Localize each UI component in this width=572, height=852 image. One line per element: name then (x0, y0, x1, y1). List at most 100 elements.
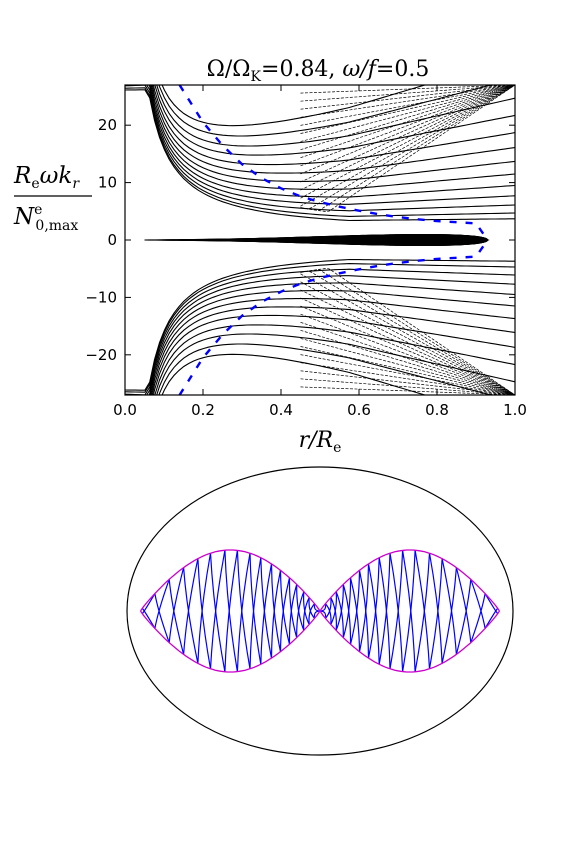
ray-segment (414, 553, 431, 672)
contour-line (300, 268, 515, 395)
ray-segment (349, 570, 361, 645)
contour-line (300, 270, 515, 395)
y-axis-label: Reωkr Ne 0,max (13, 163, 92, 234)
ray-segment (470, 593, 486, 643)
ray-segment (308, 597, 316, 619)
contour-line (300, 85, 515, 118)
contour-line (158, 343, 494, 395)
x-tick-label: 0.8 (425, 401, 449, 419)
contour-line (125, 268, 515, 395)
ray-segment (335, 584, 344, 631)
contour-line (300, 269, 515, 395)
contour-line (300, 362, 515, 395)
ray-segment (296, 591, 305, 638)
contour-line (300, 85, 515, 94)
contour-line (300, 281, 515, 395)
ray-segment (197, 558, 212, 669)
y-axis-ticks: −20 −10 0 10 20 (85, 116, 515, 364)
ray-segment (484, 607, 499, 629)
contour-line (125, 263, 515, 393)
contour-line (125, 258, 515, 391)
cavity-boundary-upper (139, 549, 501, 613)
ray-segment (402, 550, 416, 672)
contour-line (300, 354, 515, 395)
ray-segment (183, 558, 199, 655)
contour-line (148, 282, 515, 395)
contour-line (146, 85, 515, 205)
contour-line (300, 85, 515, 126)
ray-segment (330, 597, 337, 631)
x-tick-label: 0.6 (347, 401, 371, 419)
contour-line (300, 85, 515, 207)
ray-segment (319, 610, 327, 619)
contour-line (300, 85, 515, 110)
ray-segment (335, 591, 344, 638)
contour-line (151, 306, 515, 395)
ray-segment (279, 570, 291, 645)
dashed-series-line (178, 85, 489, 241)
ray-segment (303, 597, 310, 631)
contour-line (300, 378, 515, 395)
ray-segment (224, 550, 238, 672)
ray-segment (288, 584, 298, 645)
ray-segment (236, 553, 251, 672)
x-tick-label: 0.0 (113, 401, 137, 419)
contour-line (148, 85, 515, 198)
contour-line (150, 298, 515, 395)
ray-segment (209, 553, 226, 672)
contour-line (300, 386, 515, 395)
contour-line (300, 297, 515, 395)
ray-segment (441, 567, 457, 664)
contour-line (300, 85, 515, 151)
ray-segment (378, 557, 391, 669)
ray-segment (441, 558, 457, 655)
contour-line (300, 85, 515, 191)
ray-segment (358, 570, 370, 659)
x-tick-label: 1.0 (503, 401, 527, 419)
contour-line (300, 329, 515, 395)
ray-segment (324, 603, 332, 625)
contour-line (152, 85, 515, 166)
ray-segment (428, 558, 443, 669)
contour-line (300, 85, 515, 134)
svg-text:Ne0,max: Ne 0,max (13, 202, 78, 234)
ray-segment (168, 579, 185, 655)
x-axis-label: r/Re (299, 428, 342, 456)
y-tick-label: 10 (98, 174, 117, 192)
contour-line (150, 85, 515, 182)
contour-line (300, 85, 515, 211)
ray-paths (141, 550, 499, 672)
contour-line (479, 238, 489, 242)
contour-line (300, 85, 515, 175)
ray-diagram (126, 466, 514, 756)
ray-segment (414, 550, 431, 669)
contour-line (146, 275, 515, 395)
contour-line (125, 89, 515, 222)
contour-lines (125, 85, 515, 395)
ray-segment (389, 553, 404, 672)
ray-segment (296, 584, 305, 631)
y-tick-label: −10 (85, 288, 117, 306)
contour-line (300, 85, 515, 210)
x-tick-label: 0.2 (191, 401, 215, 419)
ray-segment (168, 567, 185, 643)
ray-segment (313, 610, 321, 619)
y-tick-label: −20 (85, 346, 117, 364)
ray-segment (402, 550, 416, 672)
contour-line (300, 346, 515, 395)
contour-line (158, 85, 494, 137)
ray-segment (260, 557, 273, 659)
ray-segment (197, 553, 212, 664)
contour-line (300, 85, 515, 212)
contour-line (156, 333, 515, 395)
dashed-series-line (178, 239, 489, 395)
contour-line (300, 321, 515, 395)
contour-line (300, 85, 515, 159)
ray-segment (249, 557, 262, 669)
ray-segment (154, 579, 170, 629)
contour-line (300, 85, 515, 167)
y-tick-label: 20 (98, 116, 117, 134)
contour-line (125, 85, 515, 212)
ray-segment (236, 550, 251, 669)
